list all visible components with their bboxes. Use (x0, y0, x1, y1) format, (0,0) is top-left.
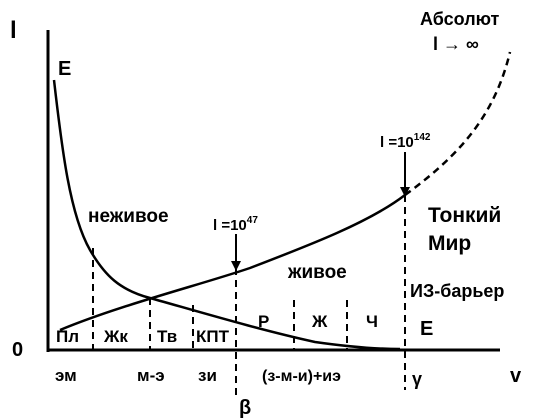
living-label: живое (287, 262, 347, 283)
bottom-combo: (з-м-и)+иэ (262, 368, 341, 385)
increasing-curve-dashed (404, 51, 512, 197)
l47-annotation: l =1047 (213, 215, 258, 234)
l47-base: l =10 (213, 217, 247, 234)
segment-tv: Тв (157, 327, 177, 346)
bottom-zi: зи (198, 366, 217, 385)
barrier-label: ИЗ-барьер (410, 281, 504, 301)
l142-annotation: l =10142 (380, 132, 431, 151)
l142-exponent: 142 (414, 132, 431, 143)
bottom-gamma: γ (412, 369, 422, 389)
segment-pl: Пл (56, 327, 79, 346)
curve-e-label: E (58, 58, 71, 80)
origin-label: 0 (12, 339, 23, 361)
l47-exponent: 47 (247, 215, 259, 226)
x-axis-label: v (510, 365, 522, 387)
bottom-m-e: м-э (137, 366, 165, 385)
segment-zh: Ж (311, 312, 328, 331)
y-axis-label: l (10, 17, 17, 44)
increasing-curve (59, 194, 406, 332)
segment-ch: Ч (366, 312, 378, 331)
l142-base: l =10 (380, 134, 414, 151)
segment-r: Р (258, 312, 269, 331)
subtle-world-line2: Мир (428, 232, 471, 255)
segment-zhk: Жк (103, 327, 128, 346)
curve-e-end-label: E (420, 318, 433, 340)
bottom-em: эм (55, 366, 77, 385)
beta-label: β (239, 397, 251, 419)
nonliving-label: неживое (88, 206, 169, 227)
subtle-world-line1: Тонкий (428, 204, 501, 227)
absolute-line1: Абсолют (420, 9, 500, 29)
absolute-line2: l → ∞ (433, 34, 479, 54)
segment-kpt: КПТ (196, 327, 230, 346)
